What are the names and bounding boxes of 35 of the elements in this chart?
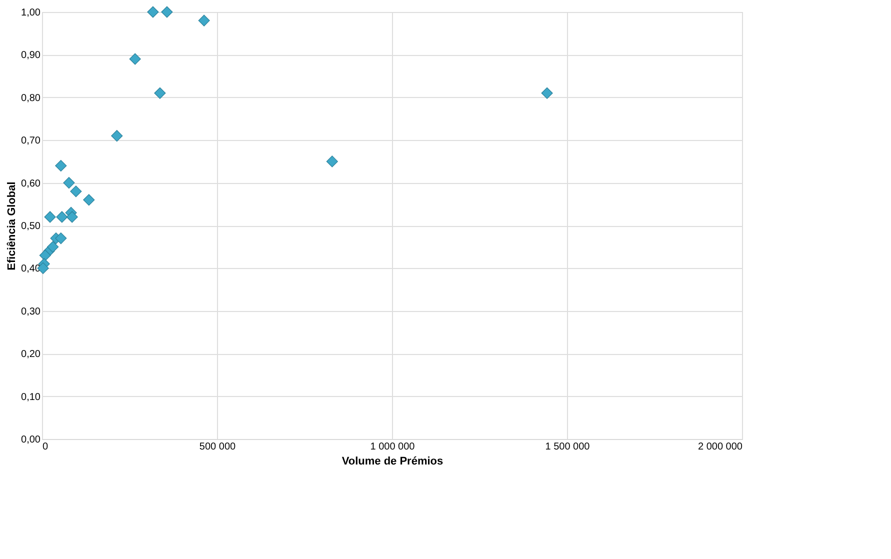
point xyxy=(111,130,123,142)
point xyxy=(55,160,67,172)
x-tick-label: 1 000 000 xyxy=(370,442,416,452)
point xyxy=(154,87,166,99)
point xyxy=(47,241,59,253)
point xyxy=(161,6,173,18)
point xyxy=(198,14,210,26)
point xyxy=(66,211,78,223)
point xyxy=(63,177,75,189)
point xyxy=(129,53,141,65)
point xyxy=(70,186,82,198)
y-tick-label: 0,80 xyxy=(21,92,41,104)
point xyxy=(147,6,159,18)
y-tick-label: 0,60 xyxy=(21,178,41,190)
x-tick-label: 2 000 000 xyxy=(698,442,743,452)
y-axis-title: Eficiência Global xyxy=(6,182,18,270)
point xyxy=(83,194,95,206)
point xyxy=(39,250,51,262)
point xyxy=(56,211,68,223)
point xyxy=(44,211,56,223)
y-tick-label: 0,50 xyxy=(21,221,41,232)
y-tick-label: 0,70 xyxy=(21,136,41,147)
point xyxy=(326,156,338,168)
y-tick-label: 0,30 xyxy=(21,306,41,318)
y-tick-label: 0,00 xyxy=(21,434,41,446)
x-tick-label: 1 500 000 xyxy=(545,442,590,452)
point xyxy=(541,87,553,99)
y-tick-label: 1,00 xyxy=(21,8,41,18)
x-tick-label: 500 000 xyxy=(199,442,236,452)
y-tick-label: 0,90 xyxy=(21,50,41,62)
y-tick-label: 0,10 xyxy=(21,392,41,403)
x-tick-label: 0 xyxy=(42,442,48,452)
x-axis-title: Volume de Prémios xyxy=(342,456,444,468)
point xyxy=(55,232,67,244)
y-tick-label: 0,20 xyxy=(21,349,41,360)
